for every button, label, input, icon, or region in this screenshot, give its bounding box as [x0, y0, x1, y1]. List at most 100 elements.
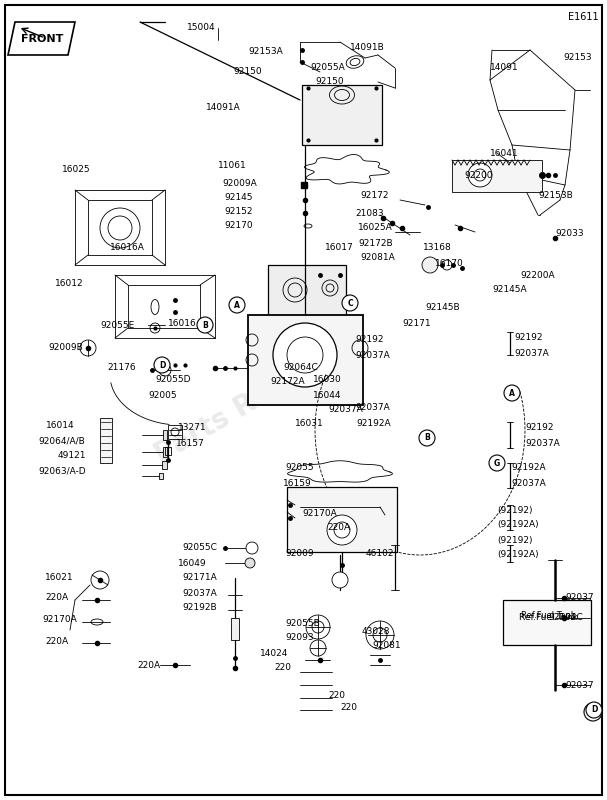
- Text: 92192A: 92192A: [356, 418, 391, 427]
- Text: 92033: 92033: [555, 229, 583, 238]
- Text: Parts Republic: Parts Republic: [150, 331, 360, 469]
- Text: C: C: [347, 298, 353, 307]
- Text: 49121: 49121: [58, 451, 87, 461]
- Bar: [302, 85, 382, 145]
- Text: 92150: 92150: [315, 78, 344, 86]
- Text: 16157: 16157: [176, 439, 205, 449]
- Text: 92037A: 92037A: [328, 406, 363, 414]
- Text: 92064/A/B: 92064/A/B: [38, 437, 85, 446]
- Text: 92170A: 92170A: [42, 615, 76, 625]
- Text: 16021: 16021: [45, 573, 73, 582]
- Text: 92153A: 92153A: [248, 47, 283, 57]
- Circle shape: [366, 621, 394, 649]
- Text: 92037A: 92037A: [511, 478, 546, 487]
- Text: 92153B: 92153B: [538, 190, 573, 199]
- Text: (92192A): (92192A): [497, 550, 538, 559]
- Text: 43028: 43028: [362, 626, 390, 635]
- Circle shape: [273, 323, 337, 387]
- Text: 92172A: 92172A: [270, 378, 305, 386]
- Text: 220: 220: [274, 663, 291, 673]
- Text: G: G: [494, 458, 500, 467]
- Circle shape: [159, 364, 171, 376]
- Circle shape: [468, 163, 492, 187]
- Text: 16159: 16159: [283, 478, 312, 487]
- Text: 92192B: 92192B: [182, 603, 217, 613]
- Text: Ref.Fuel Tank: Ref.Fuel Tank: [519, 614, 578, 622]
- Text: 92055C: 92055C: [182, 543, 217, 553]
- Text: 92200: 92200: [464, 170, 492, 179]
- Text: 92192C: 92192C: [548, 614, 583, 622]
- Text: 92172B: 92172B: [358, 238, 393, 247]
- Text: 220A: 220A: [327, 522, 350, 531]
- Bar: [248, 315, 363, 405]
- Bar: [452, 160, 542, 192]
- Text: 220A: 220A: [137, 661, 160, 670]
- Circle shape: [91, 571, 109, 589]
- Text: 92081A: 92081A: [360, 254, 395, 262]
- Text: 92009: 92009: [285, 550, 314, 558]
- Text: 92172: 92172: [360, 191, 388, 201]
- Text: 92055: 92055: [285, 463, 314, 473]
- Text: 92192: 92192: [355, 335, 384, 345]
- Text: 220A: 220A: [45, 593, 68, 602]
- Text: 13271: 13271: [178, 423, 206, 433]
- Circle shape: [332, 572, 348, 588]
- Text: 21083: 21083: [355, 209, 384, 218]
- Text: (92192): (92192): [497, 506, 532, 514]
- Circle shape: [489, 455, 505, 471]
- Text: 92192: 92192: [514, 334, 543, 342]
- Text: 92171: 92171: [402, 318, 430, 327]
- Circle shape: [306, 615, 330, 639]
- Text: 16016A: 16016A: [110, 243, 145, 253]
- Text: 92150: 92150: [233, 67, 262, 77]
- Text: 92153: 92153: [563, 54, 592, 62]
- Circle shape: [327, 515, 357, 545]
- Circle shape: [245, 558, 255, 568]
- Bar: [268, 265, 346, 320]
- Bar: [159, 473, 163, 479]
- Text: B: B: [202, 321, 208, 330]
- Circle shape: [310, 640, 326, 656]
- Text: 92055B: 92055B: [285, 619, 320, 629]
- Text: 92171A: 92171A: [182, 574, 217, 582]
- Text: 92037A: 92037A: [514, 349, 549, 358]
- Circle shape: [287, 337, 323, 373]
- Text: A: A: [509, 389, 515, 398]
- Circle shape: [342, 295, 358, 311]
- Text: 92055A: 92055A: [310, 63, 345, 73]
- Text: 92005: 92005: [148, 390, 177, 399]
- Text: 220: 220: [328, 690, 345, 699]
- Text: 16031: 16031: [295, 418, 324, 427]
- Circle shape: [504, 385, 520, 401]
- Text: 92145B: 92145B: [425, 303, 459, 313]
- Text: 92170: 92170: [224, 221, 253, 230]
- Text: 15004: 15004: [187, 23, 215, 33]
- Text: 16012: 16012: [55, 278, 84, 287]
- Text: B: B: [424, 434, 430, 442]
- Text: 220: 220: [340, 703, 357, 713]
- Text: Ref.Fuel Tank: Ref.Fuel Tank: [521, 610, 575, 619]
- Text: 92064C: 92064C: [283, 362, 317, 371]
- Text: (92192): (92192): [497, 535, 532, 545]
- Text: D: D: [589, 707, 597, 717]
- Text: A: A: [234, 301, 240, 310]
- Text: 220A: 220A: [45, 637, 68, 646]
- Text: 16025A: 16025A: [358, 223, 393, 233]
- Text: 92037A: 92037A: [182, 589, 217, 598]
- Text: 13168: 13168: [423, 243, 452, 253]
- Text: 16030: 16030: [313, 375, 342, 385]
- Text: 16025: 16025: [62, 166, 90, 174]
- Text: D: D: [591, 706, 597, 714]
- Text: 92192: 92192: [525, 423, 554, 433]
- Text: 21176: 21176: [107, 362, 135, 371]
- Circle shape: [197, 317, 213, 333]
- Text: 92009B: 92009B: [48, 343, 83, 353]
- Text: 92170A: 92170A: [302, 509, 337, 518]
- Text: 92063/A-D: 92063/A-D: [38, 466, 86, 475]
- Text: 16014: 16014: [46, 421, 75, 430]
- Text: 92200A: 92200A: [520, 270, 555, 279]
- Text: 16016: 16016: [168, 318, 197, 327]
- Text: 92081: 92081: [372, 642, 401, 650]
- Text: 92093: 92093: [285, 634, 314, 642]
- Text: 46102: 46102: [366, 550, 395, 558]
